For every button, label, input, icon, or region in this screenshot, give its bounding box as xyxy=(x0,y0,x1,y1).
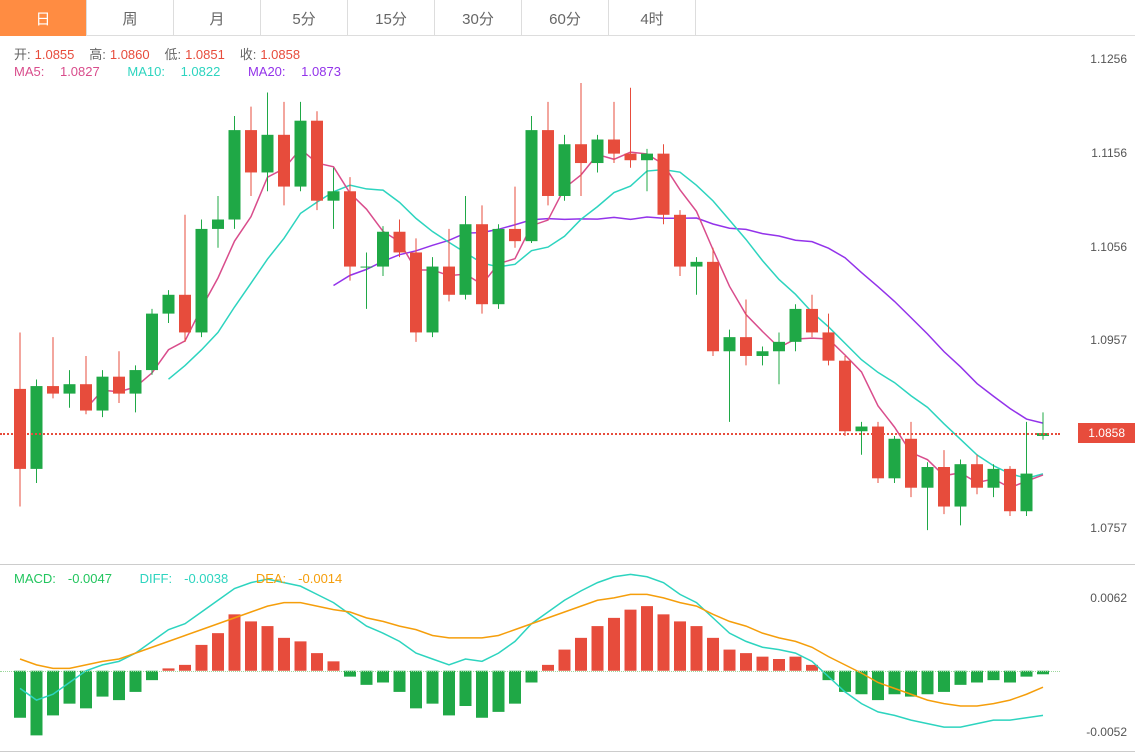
y-axis-label: 1.1056 xyxy=(1090,240,1127,254)
tab-60分[interactable]: 60分 xyxy=(522,0,609,36)
y-axis-label: 1.0757 xyxy=(1090,521,1127,535)
tab-5分[interactable]: 5分 xyxy=(261,0,348,36)
macd-y-label: -0.0052 xyxy=(1086,725,1127,739)
macd-info: MACD:-0.0047 DIFF:-0.0038 DEA:-0.0014 xyxy=(14,571,366,586)
timeframe-tabs: 日周月5分15分30分60分4时 xyxy=(0,0,1135,36)
y-axis-label: 1.1256 xyxy=(1090,52,1127,66)
tab-30分[interactable]: 30分 xyxy=(435,0,522,36)
candlestick-svg xyxy=(0,36,1060,563)
y-axis-label: 1.1156 xyxy=(1091,146,1127,160)
tab-周[interactable]: 周 xyxy=(87,0,174,36)
macd-panel: MACD:-0.0047 DIFF:-0.0038 DEA:-0.0014 0.… xyxy=(0,564,1135,752)
y-axis-label: 1.0957 xyxy=(1090,333,1127,347)
current-price-tag: 1.0858 xyxy=(1078,423,1135,443)
macd-zero-line xyxy=(0,671,1060,672)
tab-日[interactable]: 日 xyxy=(0,0,87,36)
ma-info: MA5: 1.0827 MA10: 1.0822 MA20: 1.0873 xyxy=(14,64,365,79)
macd-y-label: 0.0062 xyxy=(1090,591,1127,605)
current-price-line xyxy=(0,433,1060,435)
tab-15分[interactable]: 15分 xyxy=(348,0,435,36)
price-chart: 开:1.0855 高:1.0860 低:1.0851 收:1.0858 MA5:… xyxy=(0,36,1135,563)
tab-月[interactable]: 月 xyxy=(174,0,261,36)
tab-4时[interactable]: 4时 xyxy=(609,0,696,36)
macd-svg xyxy=(0,565,1060,753)
ohlc-info: 开:1.0855 高:1.0860 低:1.0851 收:1.0858 xyxy=(14,44,304,63)
